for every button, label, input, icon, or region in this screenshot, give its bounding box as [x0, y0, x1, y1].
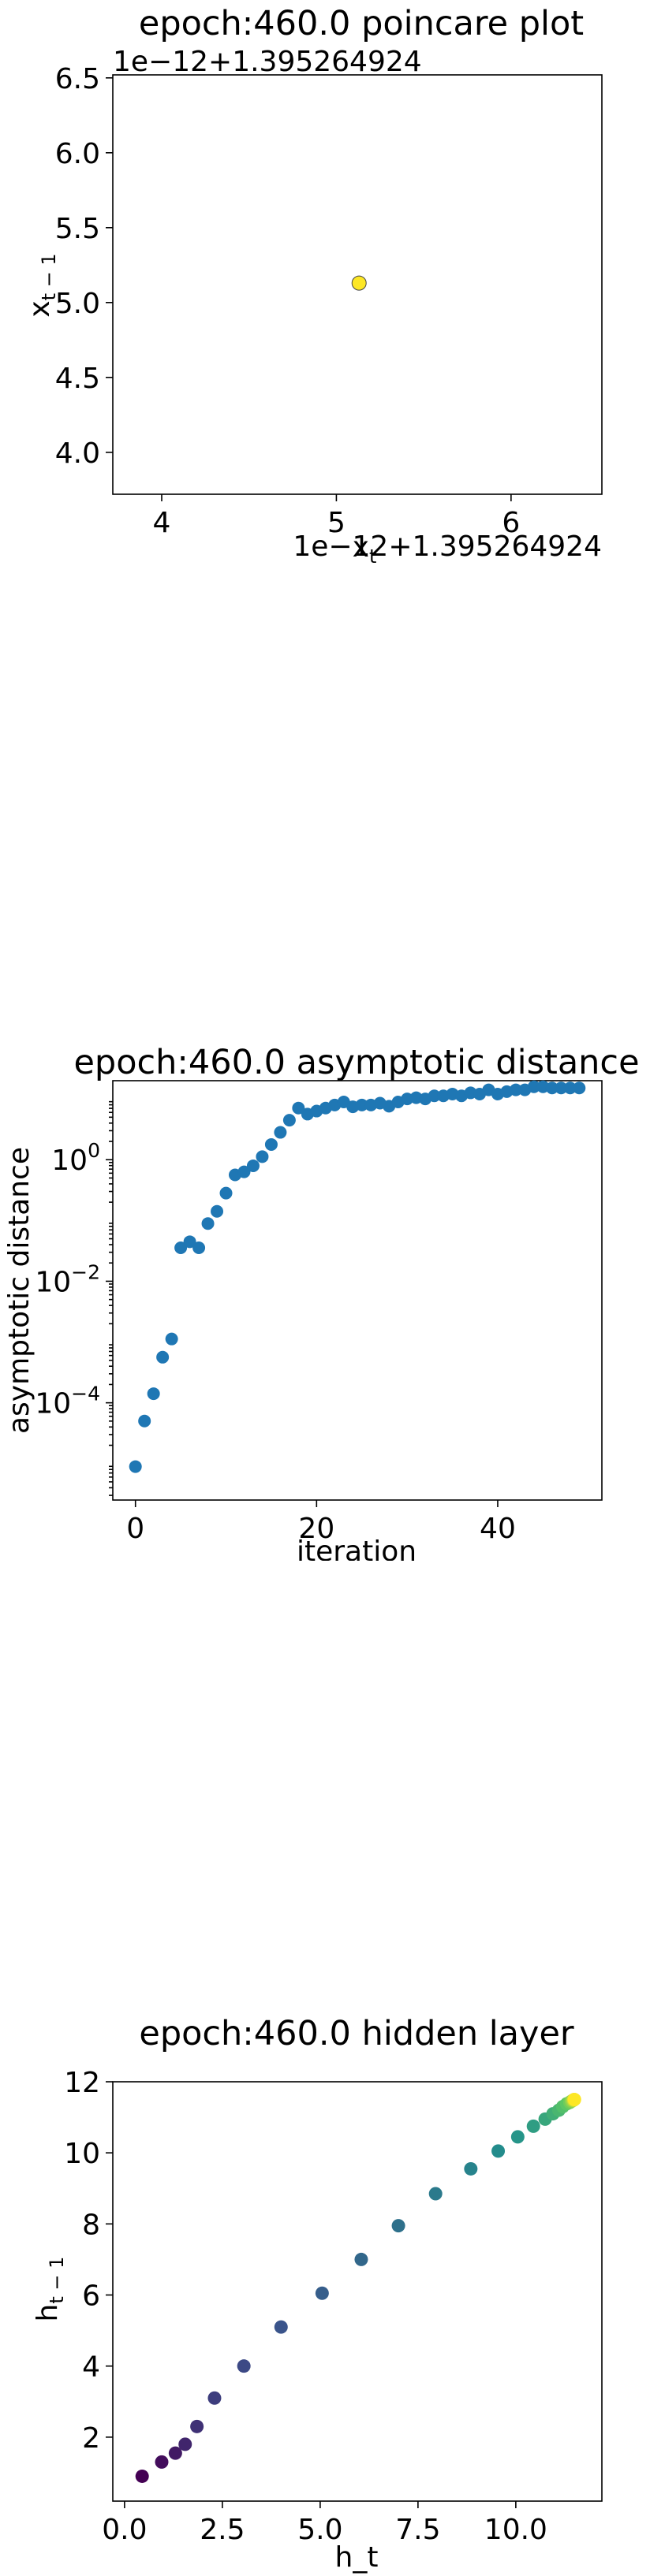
chart1-x-offset: 1e−12+1.395264924: [293, 530, 602, 563]
chart3-point: [274, 2320, 288, 2334]
chart3-point: [526, 2119, 540, 2133]
chart2-point: [183, 1235, 196, 1249]
chart3-ytick-label: 6: [82, 2280, 100, 2313]
chart2-point: [237, 1165, 251, 1178]
chart2-point: [527, 1080, 540, 1093]
chart3-point: [567, 2093, 581, 2107]
chart2-xtick-label: 0: [126, 1513, 144, 1545]
chart3-point: [491, 2144, 506, 2158]
chart1-ytick-label: 6.0: [55, 138, 100, 170]
chart2-point: [292, 1101, 305, 1115]
chart3-ytick-label: 12: [64, 2067, 100, 2099]
chart2-point: [428, 1089, 441, 1103]
chart2-point: [129, 1460, 142, 1473]
chart2-ytick-label: 10−2: [35, 1260, 100, 1298]
chart3-xtick-label: 10.0: [484, 2514, 547, 2546]
chart3-point: [168, 2446, 182, 2460]
chart1-title: epoch:460.0 poincare plot: [139, 4, 584, 43]
poincare-chart: epoch:460.0 poincare plot 1e−12+1.395264…: [24, 4, 603, 568]
chart3-point: [354, 2252, 368, 2266]
chart2-points: [129, 1080, 586, 1473]
chart3-ytick-label: 10: [64, 2138, 100, 2170]
chart2-ylabel: asymptotic distance: [3, 1147, 35, 1434]
asymptotic-distance-chart: epoch:460.0 asymptotic distance 0 20 40 100…: [3, 1043, 640, 1561]
chart2-title: epoch:460.0 asymptotic distance: [73, 1043, 639, 1082]
chart1-xtick-label: 5: [327, 507, 346, 539]
chart1-point: [351, 275, 367, 291]
chart2-point: [246, 1159, 260, 1172]
chart3-ylabel: ht − 1: [32, 2257, 68, 2322]
chart1-xtick-label: 6: [502, 507, 520, 539]
chart2-point: [509, 1083, 522, 1096]
chart3-ytick-label: 2: [82, 2422, 100, 2455]
chart3-xtick-label: 5.0: [297, 2514, 342, 2546]
chart1-xtick-label: 4: [153, 507, 171, 539]
chart2-point: [545, 1081, 558, 1095]
chart2-point: [274, 1126, 287, 1139]
chart1-axes-frame: [112, 74, 603, 495]
chart2-point: [138, 1414, 151, 1428]
chart3-point: [428, 2187, 443, 2201]
chart3-points: [135, 2093, 581, 2483]
chart1-ticks: 4 5 6 4.0 4.5 5.0 5.5 6.0 6.5: [55, 63, 521, 539]
chart2-ytick-label: 10−4: [35, 1383, 100, 1420]
chart3-point: [315, 2286, 329, 2300]
chart2-point: [174, 1241, 188, 1255]
chart3-point: [207, 2391, 222, 2405]
chart1-ytick-label: 5.5: [55, 213, 100, 245]
chart1-ytick-label: 6.5: [55, 63, 100, 95]
chart3-xtick-label: 0.0: [102, 2514, 147, 2546]
chart3-point: [190, 2419, 204, 2433]
chart2-point: [147, 1387, 160, 1401]
chart3-ticks: 0.0 2.5 5.0 7.5 10.0 2 4 6 8 10 12: [64, 2067, 547, 2546]
chart3-point: [135, 2469, 149, 2483]
chart3-point: [237, 2359, 251, 2373]
chart2-xtick-label: 40: [480, 1513, 516, 1545]
chart2-xtick-label: 20: [298, 1513, 334, 1545]
chart1-points: [351, 275, 367, 291]
chart2-point: [563, 1081, 577, 1095]
chart3-axes-frame: [112, 2081, 603, 2502]
chart2-point: [192, 1241, 206, 1255]
chart2-axes-frame: [112, 1080, 603, 1501]
chart3-point: [178, 2437, 192, 2451]
chart1-ytick-label: 4.5: [55, 363, 100, 395]
chart3-ytick-label: 8: [82, 2209, 100, 2241]
hidden-layer-chart: epoch:460.0 hidden layer 0.0 2.5 5.0 7.5 10.…: [32, 2014, 603, 2574]
chart3-point: [391, 2219, 405, 2233]
chart2-point: [211, 1204, 224, 1218]
chart2-ticks: 0 20 40 100 10−2 10−4: [35, 1100, 516, 1545]
chart1-y-offset: 1e−12+1.395264924: [113, 46, 422, 78]
chart2-point: [256, 1150, 269, 1163]
chart2-point: [219, 1186, 233, 1200]
chart2-point: [355, 1098, 368, 1111]
chart3-xtick-label: 2.5: [200, 2514, 245, 2546]
chart3-xlabel: h_t: [335, 2541, 379, 2574]
chart3-point: [510, 2130, 525, 2144]
chart1-ylabel: xt − 1: [24, 253, 60, 317]
chart2-point: [282, 1114, 296, 1127]
chart3-point: [464, 2161, 478, 2176]
chart3-point: [155, 2455, 169, 2469]
chart2-ytick-label: 100: [51, 1139, 100, 1177]
chart1-ytick-label: 4.0: [55, 437, 100, 470]
chart2-xlabel: iteration: [297, 1536, 417, 1561]
chart2-point: [264, 1137, 278, 1151]
chart2-point: [165, 1332, 178, 1346]
chart2-point: [156, 1350, 170, 1364]
chart1-ytick-label: 5.0: [55, 288, 100, 320]
chart3-xtick-label: 7.5: [395, 2514, 440, 2546]
chart2-point: [201, 1217, 215, 1230]
chart2-point: [573, 1081, 586, 1095]
chart3-title: epoch:460.0 hidden layer: [139, 2014, 574, 2053]
chart2-point: [555, 1081, 568, 1095]
chart3-ytick-label: 4: [82, 2351, 100, 2384]
